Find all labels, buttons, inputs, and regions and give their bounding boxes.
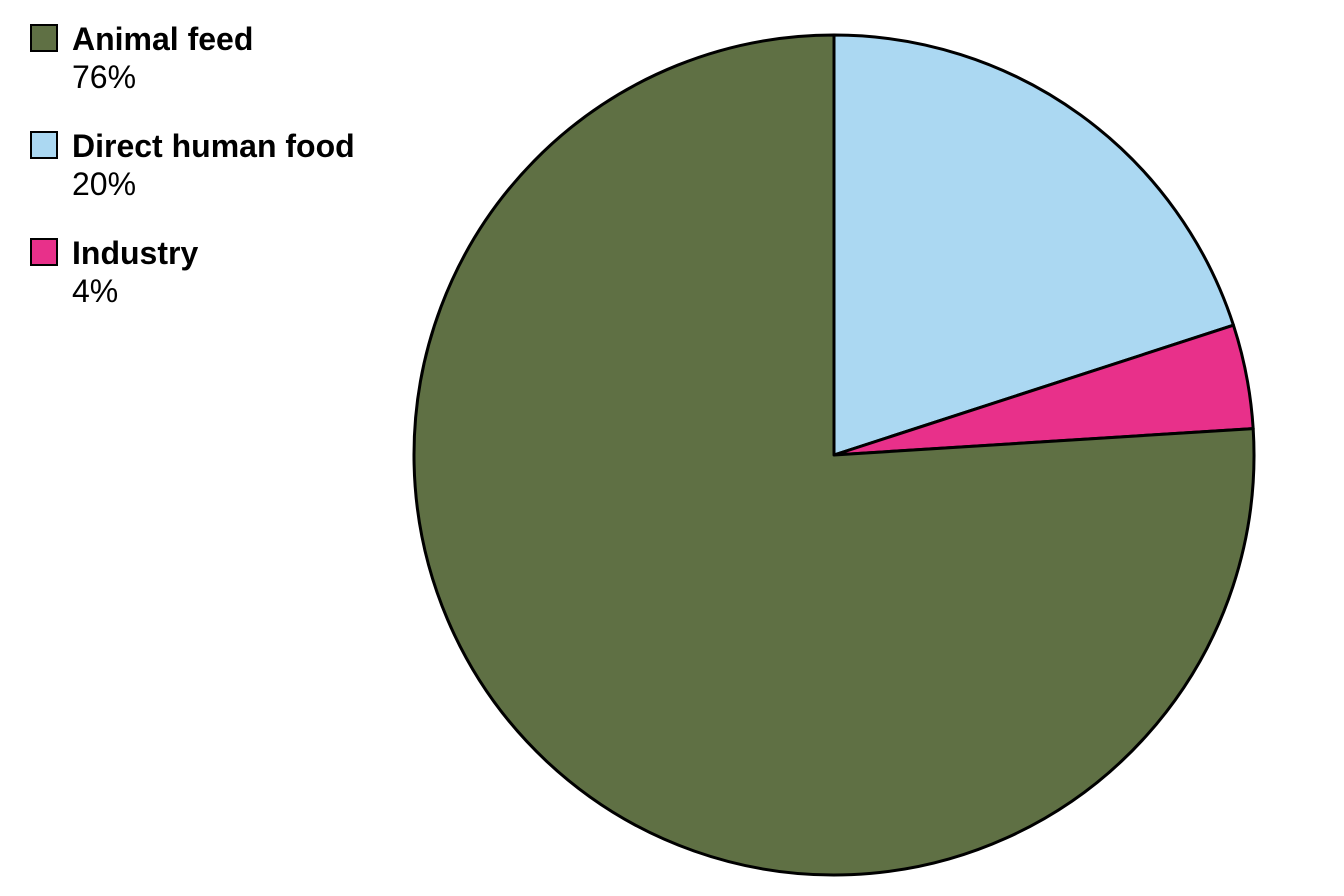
- legend-value: 20%: [72, 165, 355, 203]
- legend-item: Direct human food20%: [30, 127, 355, 204]
- legend-swatch: [30, 24, 58, 52]
- legend: Animal feed76% Direct human food20% Indust…: [30, 20, 355, 340]
- pie-chart: [409, 30, 1259, 880]
- legend-item: Animal feed76%: [30, 20, 355, 97]
- legend-label: Industry: [72, 234, 198, 272]
- legend-text: Industry4%: [72, 234, 198, 311]
- legend-value: 4%: [72, 272, 198, 310]
- legend-swatch: [30, 238, 58, 266]
- legend-item: Industry4%: [30, 234, 355, 311]
- legend-text: Animal feed76%: [72, 20, 253, 97]
- chart-container: Animal feed76% Direct human food20% Indust…: [0, 0, 1344, 896]
- legend-value: 76%: [72, 58, 253, 96]
- legend-label: Direct human food: [72, 127, 355, 165]
- pie-chart-area: [355, 20, 1314, 880]
- legend-swatch: [30, 131, 58, 159]
- legend-label: Animal feed: [72, 20, 253, 58]
- legend-text: Direct human food20%: [72, 127, 355, 204]
